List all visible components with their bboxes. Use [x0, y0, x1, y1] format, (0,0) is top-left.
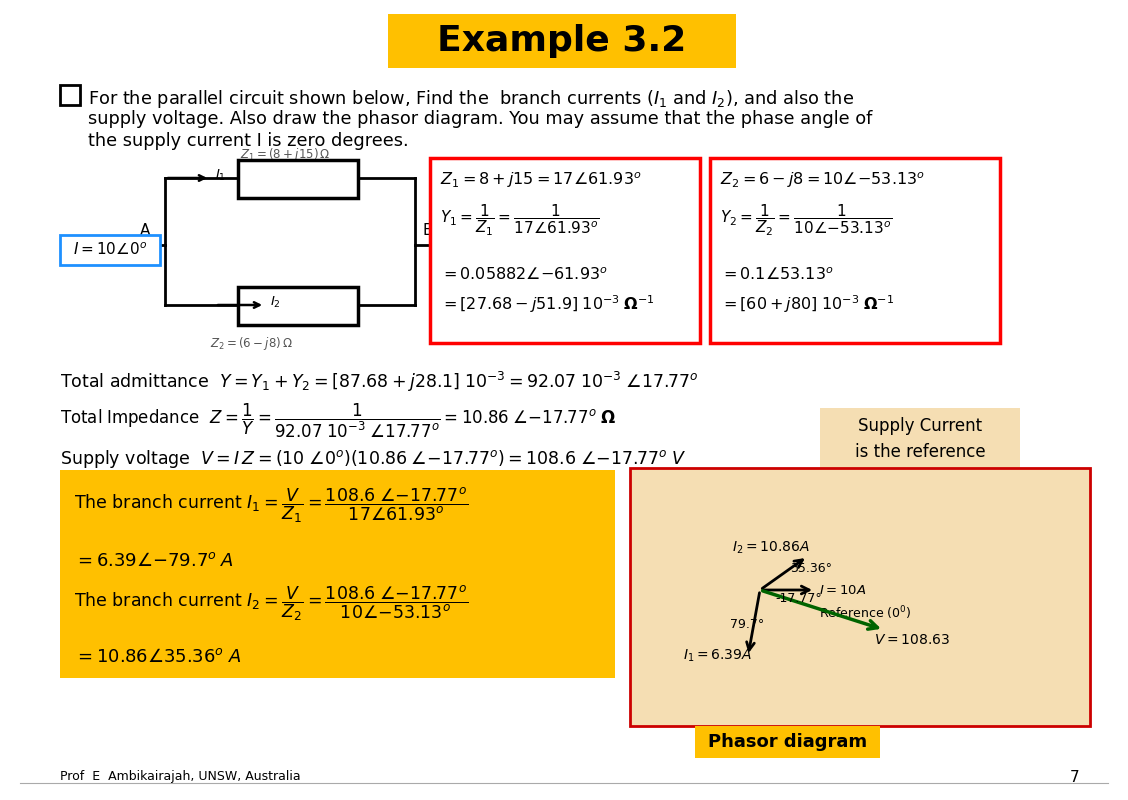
FancyBboxPatch shape: [60, 470, 615, 678]
FancyBboxPatch shape: [238, 160, 358, 198]
Text: $Y_1 = \dfrac{1}{Z_1} = \dfrac{1}{17\angle 61.93^o}$: $Y_1 = \dfrac{1}{Z_1} = \dfrac{1}{17\ang…: [440, 203, 599, 238]
Text: $I_1=6.39A$: $I_1=6.39A$: [684, 648, 752, 664]
Text: Total admittance  $Y = Y_1 + Y_2 = [87.68 + j28.1]\;10^{-3} = 92.07\;10^{-3}\;\a: Total admittance $Y = Y_1 + Y_2 = [87.68…: [60, 370, 699, 394]
Text: The branch current $I_1 = \dfrac{V}{Z_1} = \dfrac{108.6\;\angle{-17.77^o}}{17\an: The branch current $I_1 = \dfrac{V}{Z_1}…: [74, 486, 468, 526]
Text: Example 3.2: Example 3.2: [438, 24, 687, 58]
FancyBboxPatch shape: [430, 158, 700, 343]
Text: Supply Current
is the reference: Supply Current is the reference: [855, 417, 986, 461]
Text: -17.77°: -17.77°: [775, 592, 822, 605]
Text: $I_2=10.86A$: $I_2=10.86A$: [732, 539, 810, 556]
Text: $I = 10\angle 0^o$: $I = 10\angle 0^o$: [73, 242, 147, 258]
Text: $= [60 + j80]\;10^{-3}\;\mathbf{\Omega}^{-1}$: $= [60 + j80]\;10^{-3}\;\mathbf{\Omega}^…: [720, 293, 895, 314]
FancyBboxPatch shape: [238, 287, 358, 325]
Text: For the parallel circuit shown below, Find the  branch currents ($I_1$ and $I_2$: For the parallel circuit shown below, Fi…: [88, 88, 854, 110]
Text: $= [27.68 - j51.9]\;10^{-3}\;\mathbf{\Omega}^{-1}$: $= [27.68 - j51.9]\;10^{-3}\;\mathbf{\Om…: [440, 293, 655, 314]
FancyBboxPatch shape: [631, 468, 1090, 726]
FancyBboxPatch shape: [695, 726, 880, 758]
Text: The branch current $I_2 = \dfrac{V}{Z_2} = \dfrac{108.6\;\angle{-17.77^o}}{10\an: The branch current $I_2 = \dfrac{V}{Z_2}…: [74, 584, 468, 623]
Text: $I =10A$: $I =10A$: [819, 583, 866, 597]
Text: Total Impedance  $Z = \dfrac{1}{Y} = \dfrac{1}{92.07\;10^{-3}\;\angle 17.77^o} =: Total Impedance $Z = \dfrac{1}{Y} = \dfr…: [60, 402, 616, 440]
FancyBboxPatch shape: [710, 158, 1001, 343]
Text: Reference $(0^0)$: Reference $(0^0)$: [819, 604, 911, 622]
Text: the supply current I is zero degrees.: the supply current I is zero degrees.: [88, 132, 408, 150]
Text: $Y_2 = \dfrac{1}{Z_2} = \dfrac{1}{10\angle{-53.13^o}}$: $Y_2 = \dfrac{1}{Z_2} = \dfrac{1}{10\ang…: [720, 203, 892, 238]
Text: $Z_1 = 8 + j15 = 17\angle 61.93^o$: $Z_1 = 8 + j15 = 17\angle 61.93^o$: [440, 170, 642, 190]
Text: $= 6.39\angle{-79.7^o}\;A$: $= 6.39\angle{-79.7^o}\;A$: [74, 552, 233, 570]
Text: $I_2$: $I_2$: [270, 294, 281, 310]
Text: $Z_1 = (8 + j15)\,\Omega$: $Z_1 = (8 + j15)\,\Omega$: [240, 146, 331, 163]
Text: 79.7°: 79.7°: [730, 618, 765, 631]
Text: B: B: [422, 223, 432, 238]
Text: $Z_2 = (6 - j8)\,\Omega$: $Z_2 = (6 - j8)\,\Omega$: [210, 335, 292, 352]
Text: $V= 108.63$: $V= 108.63$: [874, 633, 950, 646]
FancyBboxPatch shape: [60, 85, 80, 105]
Text: $I_1$: $I_1$: [215, 167, 226, 182]
FancyBboxPatch shape: [60, 235, 160, 265]
FancyBboxPatch shape: [820, 408, 1020, 470]
Text: 7: 7: [1070, 770, 1079, 785]
Text: $= 10.86\angle 35.36^o\;A$: $= 10.86\angle 35.36^o\;A$: [74, 648, 241, 666]
Text: A: A: [140, 223, 150, 238]
Text: $= 0.1\angle 53.13^o$: $= 0.1\angle 53.13^o$: [720, 266, 834, 282]
Text: Prof  E  Ambikairajah, UNSW, Australia: Prof E Ambikairajah, UNSW, Australia: [60, 770, 301, 783]
Text: Supply voltage  $V = I\,Z = (10\;\angle 0^o)(10.86\;\angle{-17.77^o}) = 108.6\;\: Supply voltage $V = I\,Z = (10\;\angle 0…: [60, 448, 686, 470]
Text: $Z_2 = 6 - j8 = 10\angle{-53.13^o}$: $Z_2 = 6 - j8 = 10\angle{-53.13^o}$: [720, 170, 925, 190]
Text: supply voltage. Also draw the phasor diagram. You may assume that the phase angl: supply voltage. Also draw the phasor dia…: [88, 110, 872, 128]
Text: 35.36°: 35.36°: [790, 562, 832, 575]
FancyBboxPatch shape: [388, 14, 735, 68]
Text: Phasor diagram: Phasor diagram: [708, 733, 867, 751]
Text: $= 0.05882\angle{-61.93^o}$: $= 0.05882\angle{-61.93^o}$: [440, 266, 608, 282]
